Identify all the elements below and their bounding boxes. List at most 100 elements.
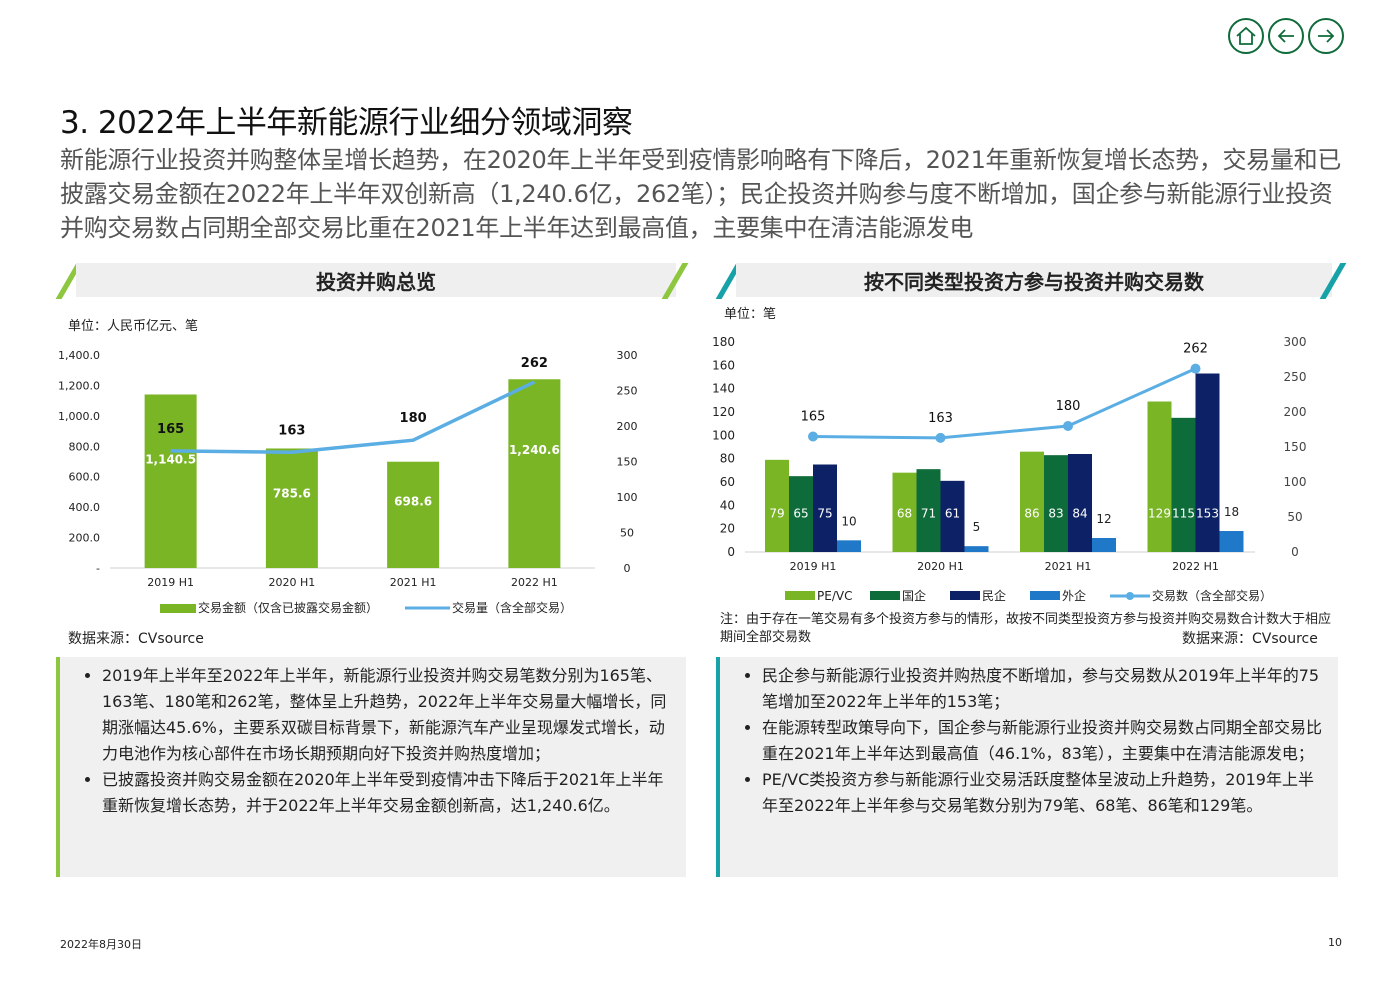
x-tick-label: 2021 H1 [1045,560,1092,573]
y-left-tick-label: 100 [712,428,735,442]
left-panel-heading: 投资并购总览 [76,263,676,297]
y-left-tick-label: 180 [712,335,735,349]
legend-swatch [785,591,815,600]
y-left-tick-label: 800.0 [69,440,101,453]
line-deal-count-label: 180 [400,411,427,426]
line-total-deals-label: 163 [928,411,953,426]
y-right-tick-label: 50 [1287,510,1302,524]
bar-amount-label: 698.6 [394,495,432,509]
bar-value-label: 153 [1196,507,1219,521]
y-left-tick-label: 400.0 [69,501,101,514]
legend-swatch-line-marker [1126,592,1134,600]
footer-date: 2022年8月30日 [60,938,142,951]
nav-buttons [1228,18,1344,54]
y-right-tick-label: 150 [617,456,638,469]
line-deal-count-label: 163 [278,423,305,438]
left-chart-source: 数据来源：CVsource [68,631,204,647]
line-total-deals-marker [808,431,818,442]
y-right-tick-label: 50 [620,527,634,540]
bar-pevc [765,459,789,552]
bar-value-label: 65 [793,507,808,521]
y-left-tick-label: 120 [712,405,735,419]
right-bullet-2: 在能源转型政策导向下，国企参与新能源行业投资并购交易数占同期全部交易比重在202… [762,715,1328,767]
y-left-tick-label: 0 [727,545,735,559]
right-chart-note: 注：由于存在一笔交易有多个投资方参与的情形，故按不同类型投资方参与投资并购交易数… [720,612,1332,645]
page-title: 3. 2022年上半年新能源行业细分领域洞察 [60,105,633,141]
left-chart: - 200.0 400.0 600.0 800.0 1,000.0 1,200.0 1,400… [58,349,638,615]
bar-value-label: 12 [1096,512,1111,526]
y-right-tick-label: 300 [1284,335,1307,349]
y-left-tick-label: 140 [712,382,735,396]
line-deal-count [170,380,536,455]
y-left-tick-label: 80 [720,452,735,466]
bar-value-label: 75 [817,507,832,521]
x-tick-label: 2022 H1 [511,576,558,589]
legend-swatch [950,591,980,600]
left-bullets-accent [56,657,60,877]
back-button[interactable] [1268,18,1304,54]
intro-text: 新能源行业投资并购整体呈增长趋势，在2020年上半年受到疫情影响略有下降后，20… [60,146,1342,242]
y-left-tick-label: 40 [720,498,735,512]
bar-amount [265,448,318,568]
legend-label: PE/VC [817,589,852,603]
right-chart-source: 数据来源：CVsource [1182,631,1318,647]
bar-soe [789,476,813,552]
bar-soe [1044,455,1068,552]
y-left-tick-label: 1,000.0 [58,410,100,423]
home-button[interactable] [1228,18,1264,54]
x-tick-label: 2021 H1 [390,576,437,589]
legend-label: 外企 [1062,588,1086,603]
bar-amount [387,461,440,568]
y-left-tick-label: 60 [720,475,735,489]
right-panel-heading: 按不同类型投资方参与投资并购交易数 [736,263,1332,297]
forward-button[interactable] [1308,18,1344,54]
y-right-tick-label: 200 [1284,405,1307,419]
bar-private [940,480,965,552]
left-bullet-2: 已披露投资并购交易金额在2020年上半年受到疫情冲击下降后于2021年上半年重新… [102,767,676,819]
legend-label-amount: 交易金额（仅含已披露交易金额） [198,600,378,615]
arrow-left-icon [1277,29,1294,43]
line-total-deals-label: 180 [1056,399,1081,414]
y-right-tick-label: 250 [1284,370,1307,384]
left-bullets: 2019年上半年至2022年上半年，新能源行业投资并购交易笔数分别为165笔、1… [60,657,686,877]
y-right-tick-label: 250 [617,385,638,398]
legend-swatch-amount [160,604,196,613]
bar-amount [144,394,197,568]
y-left-tick-label: 160 [712,358,735,372]
bar-value-label: 115 [1172,507,1195,521]
line-deal-count-label: 262 [521,356,548,371]
legend-swatch [870,591,900,600]
right-chart-unit: 单位：笔 [724,307,777,322]
y-right-tick-label: 200 [617,420,638,433]
bar-value-label: 61 [945,507,960,521]
y-left-tick-label: 1,400.0 [58,349,100,362]
line-total-deals-marker [1063,421,1073,431]
bar-amount-label: 785.6 [273,486,311,500]
legend-label: 交易数（含全部交易） [1152,588,1272,603]
y-right-tick-label: 0 [1291,545,1299,559]
bar-foreign [837,540,861,552]
bar-foreign [964,546,989,552]
x-tick-label: 2022 H1 [1172,560,1219,573]
bar-value-label: 18 [1224,505,1239,519]
y-right-tick-label: 150 [1284,440,1307,454]
bar-private [1195,373,1220,552]
bar-value-label: 83 [1048,507,1063,521]
line-total-deals-label: 262 [1183,342,1208,357]
y-left-tick-label: 1,200.0 [58,379,100,392]
bar-private [813,464,837,552]
bar-value-label: 79 [769,507,784,521]
legend-label: 民企 [982,588,1006,603]
legend-label-count: 交易量（含全部交易） [452,600,572,615]
line-total-deals [812,367,1197,440]
y-right-tick-label: 100 [617,491,638,504]
x-tick-label: 2020 H1 [268,576,315,589]
home-icon [1236,26,1256,45]
x-tick-label: 2019 H1 [790,560,837,573]
right-chart: 0 20 40 60 80 100 120 140 160 180 0 50 100 150 200 250 3… [712,335,1307,603]
x-tick-label: 2020 H1 [917,560,964,573]
bar-pevc [1147,401,1172,552]
bar-pevc [892,472,917,552]
y-left-tick-label: 200.0 [69,532,101,545]
bar-soe [916,469,941,552]
